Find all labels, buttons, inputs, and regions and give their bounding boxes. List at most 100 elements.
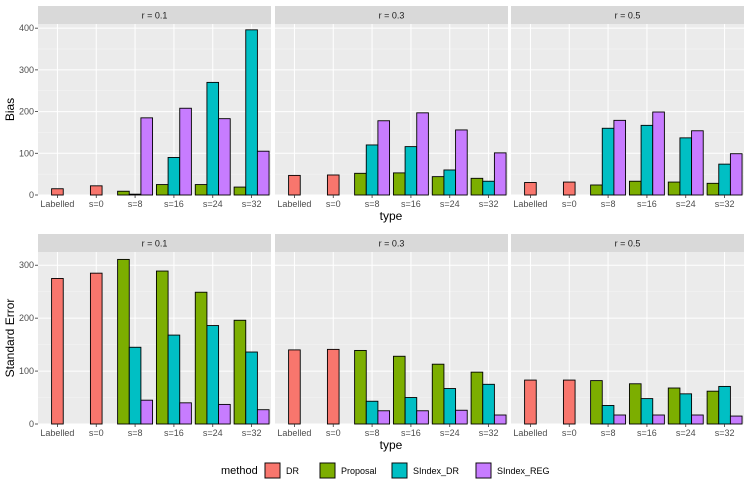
- bar-sindex-reg: [256, 150, 270, 196]
- x-tick-label: s=16: [637, 428, 657, 438]
- x-tick-label: s=16: [164, 428, 184, 438]
- bar-sindex-dr: [601, 127, 615, 196]
- x-tick-label: s=16: [401, 199, 421, 209]
- y-tick-label: 100: [19, 148, 34, 158]
- bar-sindex-dr: [206, 325, 220, 425]
- legend-title: method: [221, 465, 258, 477]
- facet-panel-1-1: r = 0.3 Labelled s=0 s=8 s=16 s=24 s=32: [275, 234, 508, 438]
- bar-sindex-dr: [679, 137, 693, 196]
- bar-sindex-reg: [729, 153, 743, 196]
- bar-sindex-reg: [455, 129, 468, 196]
- bar-proposal: [117, 258, 130, 425]
- x-tick-label: s=0: [562, 199, 577, 209]
- facet-strip: [38, 6, 271, 24]
- panel-background: [511, 252, 744, 424]
- facet-strip: [511, 6, 744, 24]
- facet-strip-label: r = 0.1: [142, 11, 168, 21]
- bar-proposal: [117, 190, 130, 196]
- bar-dr: [89, 185, 103, 196]
- x-tick-label: s=8: [365, 199, 380, 209]
- facet-panel-1-0: r = 0.1 Labelled s=0 s=8 s=16 s=24 s=32: [38, 234, 271, 438]
- x-tick-label: s=24: [440, 199, 460, 209]
- bar-proposal: [194, 184, 208, 196]
- bar-sindex-reg: [652, 111, 665, 196]
- x-tick-label: s=8: [128, 199, 143, 209]
- bar-proposal: [392, 172, 406, 196]
- bar-proposal: [590, 380, 603, 425]
- panel-background: [511, 24, 744, 195]
- legend-label: DR: [286, 466, 299, 476]
- x-tick-label: Labelled: [40, 199, 74, 209]
- bar-proposal: [431, 363, 445, 425]
- facet-strip-label: r = 0.5: [615, 239, 641, 249]
- facet-panel-0-1: r = 0.3 Labelled s=0 s=8 s=16 s=24 s=32: [275, 6, 508, 209]
- bar-proposal: [354, 172, 367, 196]
- bar-sindex-reg: [256, 409, 270, 425]
- bar-proposal: [155, 184, 169, 196]
- panel-background: [275, 24, 508, 195]
- bar-sindex-reg: [691, 130, 704, 196]
- bar-sindex-reg: [691, 414, 704, 425]
- bar-sindex-dr: [718, 385, 731, 425]
- x-tick-label: s=32: [479, 199, 499, 209]
- bar-sindex-dr: [443, 169, 457, 196]
- bar-dr: [562, 379, 576, 425]
- bar-proposal: [706, 390, 720, 425]
- bar-proposal: [233, 319, 247, 425]
- bar-dr: [562, 181, 576, 196]
- legend: method DR Proposal SIndex_DR SIndex_REG: [221, 462, 550, 479]
- legend-label: Proposal: [341, 466, 377, 476]
- x-tick-label: s=8: [601, 428, 616, 438]
- bar-proposal: [431, 176, 445, 196]
- facet-strip: [275, 6, 508, 24]
- bar-sindex-reg: [377, 120, 391, 196]
- legend-key-sindex-dr: [391, 462, 408, 479]
- bar-sindex-reg: [179, 107, 192, 196]
- x-axis-title: type: [380, 438, 403, 452]
- x-tick-label: s=32: [715, 199, 735, 209]
- bar-dr: [288, 174, 301, 196]
- y-tick-label: 400: [19, 23, 34, 33]
- bar-proposal: [470, 371, 484, 425]
- x-tick-label: Labelled: [513, 428, 547, 438]
- y-tick-label: 300: [19, 65, 34, 75]
- facet-panel-0-2: r = 0.5 Labelled s=0 s=8 s=16 s=24 s=32: [511, 6, 744, 209]
- x-tick-label: s=16: [164, 199, 184, 209]
- facet-panel-0-0: r = 0.1 Labelled s=0 s=8 s=16 s=24 s=32: [38, 6, 271, 209]
- y-axis-title: Standard Error: [3, 299, 17, 378]
- bar-sindex-reg: [218, 403, 231, 425]
- bar-sindex-reg: [493, 152, 507, 196]
- facet-strip-label: r = 0.3: [379, 11, 405, 21]
- bar-sindex-dr: [404, 146, 418, 196]
- bar-dr: [524, 182, 537, 196]
- y-tick-label: 200: [19, 313, 34, 323]
- facet-strip: [511, 234, 744, 252]
- bar-proposal: [354, 349, 367, 425]
- x-tick-label: s=32: [242, 428, 262, 438]
- bar-proposal: [194, 291, 208, 425]
- legend-label: SIndex_DR: [413, 466, 460, 476]
- facet-panel-1-2: r = 0.5 Labelled s=0 s=8 s=16 s=24 s=32: [511, 234, 744, 438]
- bar-sindex-dr: [482, 383, 495, 425]
- bar-sindex-dr: [167, 157, 181, 196]
- bar-sindex-dr: [640, 398, 654, 425]
- x-tick-label: s=0: [89, 428, 104, 438]
- bar-proposal: [706, 182, 720, 196]
- panel-background: [275, 252, 508, 424]
- bar-sindex-reg: [416, 410, 429, 425]
- facet-strip-label: r = 0.3: [379, 239, 405, 249]
- bar-sindex-reg: [613, 414, 627, 425]
- bar-proposal: [155, 270, 169, 425]
- x-tick-label: s=24: [676, 199, 696, 209]
- facet-strip: [38, 234, 271, 252]
- x-tick-label: Labelled: [277, 428, 311, 438]
- y-tick-label: 0: [29, 419, 34, 429]
- bar-dr: [89, 272, 103, 425]
- bar-sindex-dr: [245, 29, 258, 196]
- bar-dr: [524, 379, 537, 425]
- facet-strip: [275, 234, 508, 252]
- bar-sindex-dr: [718, 163, 731, 196]
- bar-sindex-reg: [729, 415, 743, 425]
- bar-sindex-dr: [443, 388, 457, 425]
